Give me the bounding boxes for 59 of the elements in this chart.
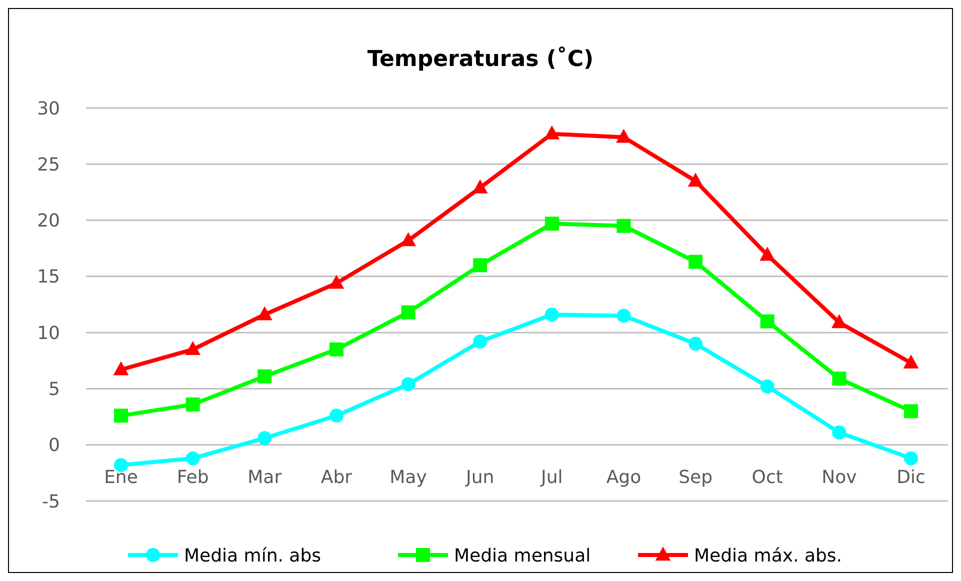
- point: [329, 408, 344, 423]
- point: [114, 408, 128, 423]
- point: [616, 308, 631, 323]
- legend-label: Media mín. abs: [184, 545, 322, 566]
- point: [186, 397, 200, 412]
- x-tick-label: Ago: [606, 466, 642, 488]
- x-tick-label: Oct: [752, 466, 783, 488]
- point: [258, 431, 272, 446]
- point: [688, 172, 704, 187]
- y-tick-label: 0: [48, 435, 60, 456]
- point: [831, 314, 847, 328]
- x-tick-label: Feb: [176, 466, 209, 488]
- point: [544, 308, 559, 322]
- legend-label: Media máx. abs.: [694, 545, 842, 566]
- point: [544, 125, 560, 140]
- point: [472, 179, 488, 194]
- point: [616, 218, 631, 233]
- point: [616, 128, 632, 143]
- point: [256, 306, 272, 320]
- y-tick-label: 25: [37, 154, 60, 176]
- point: [328, 274, 344, 289]
- y-tick-label: -5: [42, 491, 60, 512]
- point: [760, 379, 774, 394]
- x-tick-label: Sep: [678, 466, 713, 488]
- point: [473, 334, 488, 349]
- x-tick-label: Jul: [540, 466, 563, 488]
- chart-title: Temperaturas (˚C): [367, 46, 594, 72]
- point: [832, 372, 846, 386]
- legend-label: Media mensual: [454, 545, 591, 566]
- point: [904, 451, 918, 466]
- y-tick-label: 20: [37, 210, 60, 232]
- x-tick-label: Ene: [104, 466, 138, 488]
- point: [473, 258, 488, 272]
- point: [760, 246, 776, 261]
- x-tick-label: Nov: [822, 466, 858, 488]
- point: [185, 341, 201, 356]
- point: [760, 314, 774, 328]
- x-tick-label: Jun: [465, 466, 494, 488]
- point: [688, 336, 703, 351]
- x-tick-label: May: [390, 466, 428, 488]
- point: [544, 216, 559, 231]
- point: [903, 354, 919, 368]
- point: [113, 361, 129, 376]
- y-tick-label: 10: [37, 322, 60, 344]
- point: [258, 369, 272, 384]
- point: [400, 232, 416, 246]
- point: [401, 377, 416, 392]
- y-tick-label: 5: [48, 379, 60, 400]
- x-tick-label: Dic: [896, 466, 926, 488]
- y-tick-label: 15: [37, 266, 60, 288]
- point: [329, 342, 344, 356]
- y-tick-label: 30: [37, 98, 60, 120]
- point: [904, 404, 918, 418]
- point: [832, 426, 846, 440]
- point: [401, 305, 416, 320]
- point: [688, 254, 703, 269]
- point: [186, 451, 200, 466]
- x-tick-label: Mar: [248, 466, 282, 488]
- x-tick-label: Abr: [320, 466, 353, 488]
